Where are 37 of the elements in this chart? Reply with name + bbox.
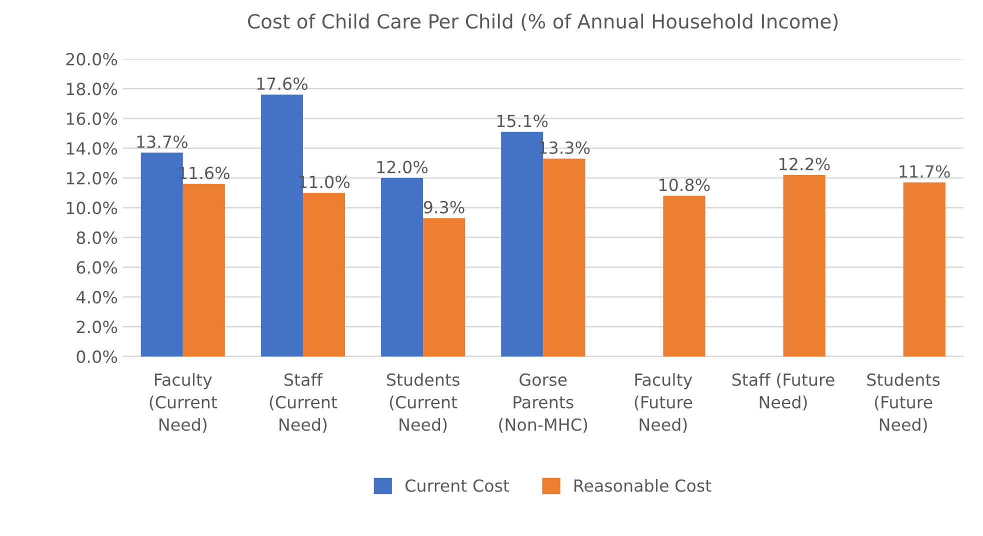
y-tick-label: 0.0% [76, 350, 118, 364]
data-label: 12.2% [780, 158, 830, 170]
data-label: 15.1% [497, 114, 548, 128]
y-tick-label: 6.0% [76, 261, 118, 274]
y-tick-label: 14.0% [66, 142, 118, 155]
bar [302, 192, 345, 356]
bar [182, 184, 225, 356]
x-tick-label: Staff (Future Need) [732, 373, 834, 410]
bar [543, 158, 586, 356]
y-tick-label: 18.0% [66, 82, 118, 96]
legend-label: Current Cost [406, 479, 510, 492]
x-tick-label: Faculty (Current Need) [150, 373, 218, 433]
y-tick-label: 2.0% [76, 320, 118, 334]
bar [381, 178, 424, 356]
y-tick-label: 8.0% [76, 231, 118, 244]
legend-label: Reasonable Cost [574, 479, 712, 492]
x-tick-label: Students (Future Need) [867, 373, 940, 433]
x-tick-label: Faculty (Future Need) [634, 373, 692, 433]
data-label: 10.8% [660, 178, 710, 192]
y-tick-label: 4.0% [76, 290, 118, 304]
chart-title: Cost of Child Care Per Child (% of Annual Household Income) [248, 14, 838, 31]
data-label: 17.6% [257, 77, 308, 90]
bar [663, 196, 706, 356]
x-tick-label: Staff (Current Need) [270, 373, 338, 433]
data-label: 13.7% [137, 135, 188, 148]
bar [783, 174, 826, 356]
data-label: 12.0% [377, 160, 428, 174]
bar [423, 218, 466, 356]
y-tick-label: 12.0% [66, 172, 118, 185]
x-tick-label: Gorse Parents (Non-MHC) [499, 373, 588, 433]
bar [903, 182, 946, 356]
data-label: 9.3% [424, 200, 464, 214]
y-tick-label: 16.0% [66, 112, 118, 126]
x-tick-label: Students (Current Need) [386, 373, 460, 433]
y-tick-label: 20.0% [66, 52, 118, 66]
data-label: 11.7% [900, 165, 950, 178]
y-tick-label: 10.0% [66, 202, 118, 214]
